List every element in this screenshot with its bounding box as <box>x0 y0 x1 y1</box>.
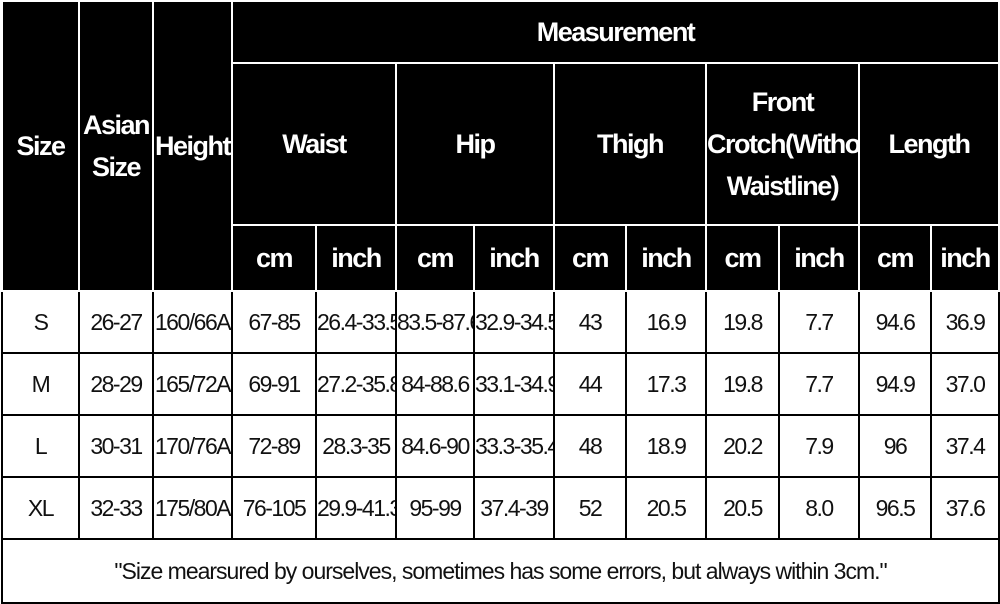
cell-crotch-cm: 20.5 <box>705 476 780 540</box>
cell-asian-size: 30-31 <box>78 414 154 478</box>
cell-hip-cm: 84.6-90 <box>395 414 475 478</box>
cell-hip-inch: 32.9-34.5 <box>473 290 555 354</box>
cell-hip-inch: 33.1-34.9 <box>473 352 555 416</box>
cell-thigh-cm: 48 <box>553 414 627 478</box>
header-waist: Waist <box>231 62 397 226</box>
cell-size: XL <box>1 476 80 540</box>
cell-crotch-inch: 8.0 <box>778 476 860 540</box>
size-note: "Size mearsured by ourselves, sometimes … <box>0 538 1000 604</box>
cell-asian-size: 28-29 <box>78 352 154 416</box>
header-front-crotch: Front Crotch(Without Waistline) <box>705 62 860 226</box>
cell-waist-cm: 72-89 <box>231 414 317 478</box>
cell-length-cm: 96 <box>858 414 932 478</box>
table-row: XL 32-33 175/80A 76-105 29.9-41.3 95-99 … <box>1 476 1000 540</box>
unit-length-cm: cm <box>858 224 932 292</box>
unit-thigh-cm: cm <box>553 224 627 292</box>
unit-thigh-inch: inch <box>625 224 707 292</box>
cell-asian-size: 26-27 <box>78 290 154 354</box>
header-asian-size: Asian Size <box>78 0 154 292</box>
cell-thigh-inch: 17.3 <box>625 352 707 416</box>
cell-waist-cm: 67-85 <box>231 290 317 354</box>
unit-crotch-cm: cm <box>705 224 780 292</box>
cell-hip-cm: 95-99 <box>395 476 475 540</box>
cell-crotch-cm: 19.8 <box>705 352 780 416</box>
cell-length-cm: 96.5 <box>858 476 932 540</box>
cell-crotch-inch: 7.7 <box>778 290 860 354</box>
cell-height: 165/72A <box>152 352 233 416</box>
cell-size: M <box>1 352 80 416</box>
table-row: S 26-27 160/66A 67-85 26.4-33.5 83.5-87.… <box>1 290 1000 354</box>
unit-waist-inch: inch <box>315 224 397 292</box>
cell-thigh-inch: 16.9 <box>625 290 707 354</box>
unit-crotch-inch: inch <box>778 224 860 292</box>
header-length: Length <box>857 62 1000 226</box>
cell-height: 160/66A <box>152 290 233 354</box>
cell-length-inch: 36.9 <box>929 290 1000 354</box>
cell-length-cm: 94.9 <box>858 352 932 416</box>
cell-waist-inch: 28.3-35 <box>315 414 397 478</box>
cell-hip-inch: 37.4-39 <box>473 476 555 540</box>
cell-size: L <box>1 414 80 478</box>
unit-waist-cm: cm <box>231 224 317 292</box>
cell-height: 170/76A <box>152 414 233 478</box>
unit-hip-inch: inch <box>473 224 555 292</box>
cell-thigh-cm: 44 <box>553 352 627 416</box>
cell-size: S <box>1 290 80 354</box>
cell-thigh-inch: 18.9 <box>625 414 707 478</box>
unit-hip-cm: cm <box>395 224 475 292</box>
cell-hip-cm: 83.5-87.6 <box>395 290 475 354</box>
cell-length-inch: 37.6 <box>929 476 1000 540</box>
cell-crotch-cm: 19.8 <box>705 290 780 354</box>
cell-waist-cm: 76-105 <box>231 476 317 540</box>
cell-crotch-cm: 20.2 <box>705 414 780 478</box>
cell-hip-cm: 84-88.6 <box>395 352 475 416</box>
cell-asian-size: 32-33 <box>78 476 154 540</box>
cell-thigh-cm: 43 <box>553 290 627 354</box>
header-thigh: Thigh <box>553 62 707 226</box>
unit-length-inch: inch <box>929 224 1000 292</box>
cell-height: 175/80A <box>152 476 233 540</box>
cell-waist-inch: 29.9-41.3 <box>315 476 397 540</box>
cell-length-inch: 37.4 <box>929 414 1000 478</box>
cell-hip-inch: 33.3-35.4 <box>473 414 555 478</box>
header-hip: Hip <box>395 62 555 226</box>
header-measurement: Measurement <box>230 0 1000 64</box>
header-size: Size <box>1 0 80 292</box>
table-row: M 28-29 165/72A 69-91 27.2-35.8 84-88.6 … <box>1 352 1000 416</box>
header-height: Height <box>152 0 233 292</box>
cell-thigh-inch: 20.5 <box>625 476 707 540</box>
cell-waist-inch: 26.4-33.5 <box>315 290 397 354</box>
cell-waist-inch: 27.2-35.8 <box>315 352 397 416</box>
cell-thigh-cm: 52 <box>553 476 627 540</box>
cell-waist-cm: 69-91 <box>231 352 317 416</box>
cell-crotch-inch: 7.9 <box>778 414 860 478</box>
table-row: L 30-31 170/76A 72-89 28.3-35 84.6-90 33… <box>1 414 1000 478</box>
cell-crotch-inch: 7.7 <box>778 352 860 416</box>
cell-length-cm: 94.6 <box>858 290 932 354</box>
cell-length-inch: 37.0 <box>929 352 1000 416</box>
